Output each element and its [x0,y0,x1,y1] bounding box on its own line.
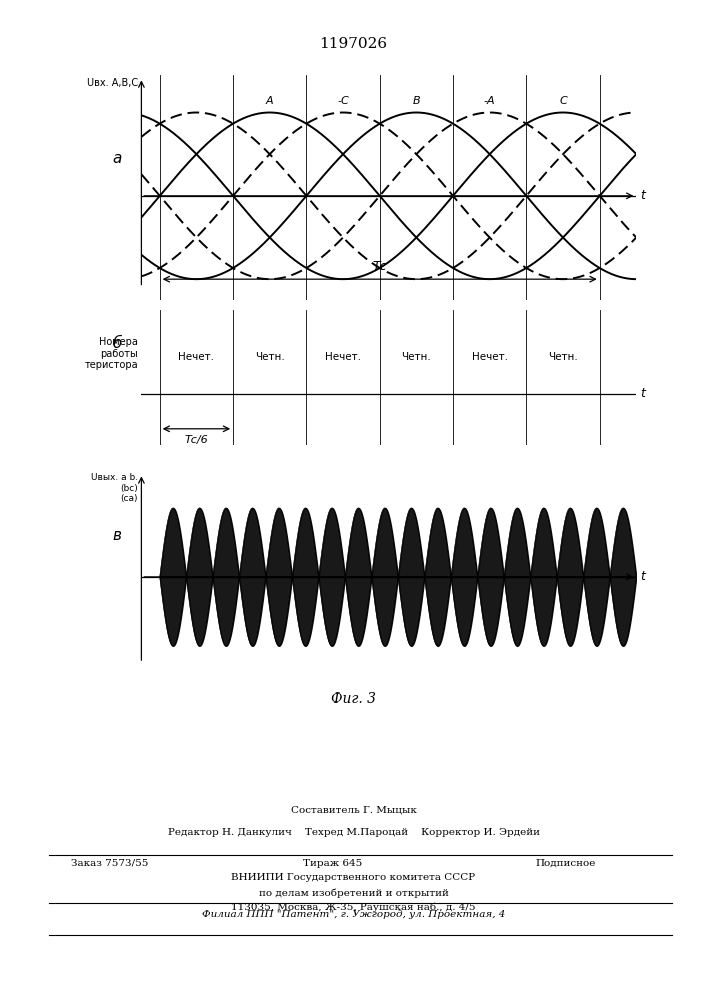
Text: Тираж 645: Тираж 645 [303,859,362,868]
Text: а: а [112,151,122,166]
Text: t: t [640,387,645,400]
Text: 113035, Москва, Ж-35, Раушская наб., д. 4/5: 113035, Москва, Ж-35, Раушская наб., д. … [231,903,476,912]
Text: Номера
работы
теристора: Номера работы теристора [84,337,138,370]
Text: Подписное: Подписное [535,859,596,868]
Text: Τc: Τc [373,259,387,272]
Text: A: A [266,96,274,106]
Text: Нечет.: Нечет. [472,352,508,362]
Text: Нечет.: Нечет. [325,352,361,362]
Text: -A: -A [484,96,496,106]
Text: ВНИИПИ Государственного комитета СССР: ВНИИПИ Государственного комитета СССР [231,873,476,882]
Text: B: B [412,96,420,106]
Text: Четн.: Четн. [402,352,431,362]
Text: Филиал ППП "Патент", г. Ужгород, ул. Проектная, 4: Филиал ППП "Патент", г. Ужгород, ул. Про… [201,910,506,919]
Text: в: в [112,528,122,543]
Text: Заказ 7573/55: Заказ 7573/55 [71,859,148,868]
Text: Редактор Н. Данкулич    Техред М.Пароцай    Корректор И. Эрдейи: Редактор Н. Данкулич Техред М.Пароцай Ко… [168,828,539,837]
Text: -C: -C [337,96,349,106]
Text: Нечет.: Нечет. [178,352,214,362]
Text: Четн.: Четн. [255,352,285,362]
Text: Фиг. 3: Фиг. 3 [331,692,376,706]
Text: б: б [112,336,122,351]
Text: Четн.: Четн. [548,352,578,362]
Text: Uвх. A,B,C: Uвх. A,B,C [87,78,138,88]
Text: t: t [640,570,645,583]
Text: Составитель Г. Мыцык: Составитель Г. Мыцык [291,805,416,814]
Text: 1197026: 1197026 [320,37,387,51]
Text: t: t [640,189,645,202]
Text: Τc/6: Τc/6 [185,435,209,445]
Text: Uвых. a b.
(bc)
(ca): Uвых. a b. (bc) (ca) [90,473,138,503]
Text: C: C [559,96,567,106]
Text: по делам изобретений и открытий: по делам изобретений и открытий [259,888,448,898]
